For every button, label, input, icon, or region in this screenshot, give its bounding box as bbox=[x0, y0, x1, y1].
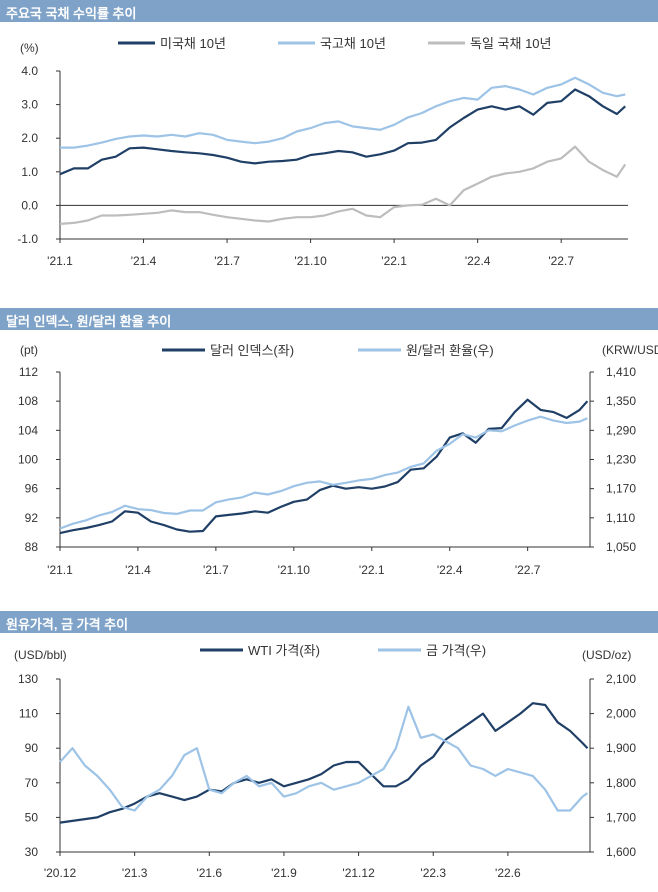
x-tick-label: '21.3 bbox=[122, 866, 148, 880]
legend-label: 원/달러 환율(우) bbox=[406, 343, 494, 358]
y-tick-label: 30 bbox=[25, 845, 39, 859]
series-line bbox=[59, 705, 589, 812]
y-axis-unit-left: (USD/bbl) bbox=[14, 648, 67, 662]
y-tick-label: 4.0 bbox=[21, 64, 38, 78]
chart-panel-dollar-index: 달러 인덱스, 원/달러 환율 추이 88 92 96 100 104 108 112 1,0… bbox=[0, 308, 658, 592]
x-tick-label: '22.7 bbox=[515, 563, 541, 577]
y-tick-label-right: 1,050 bbox=[606, 540, 636, 554]
legend-label: WTI 가격(좌) bbox=[248, 643, 320, 658]
y-tick-label: 110 bbox=[19, 707, 38, 721]
y-tick-label-right: 1,410 bbox=[606, 365, 636, 379]
x-tick-label: '22.7 bbox=[548, 254, 574, 268]
y-tick-label-right: 2,100 bbox=[606, 672, 636, 686]
y-tick-label: 100 bbox=[18, 453, 38, 467]
series-line bbox=[59, 88, 626, 176]
x-tick-label: '21.6 bbox=[196, 866, 222, 880]
series-line bbox=[59, 415, 588, 530]
y-tick-label-right: 1,170 bbox=[606, 482, 636, 496]
x-tick-label: '22.4 bbox=[437, 563, 463, 577]
y-tick-label: 112 bbox=[19, 365, 38, 379]
chart-banner: 주요국 국채 수익률 추이 bbox=[0, 0, 658, 22]
x-tick-label: '21.12 bbox=[342, 866, 375, 880]
x-tick-label: '21.10 bbox=[294, 254, 327, 268]
y-tick-label: 90 bbox=[25, 741, 39, 755]
oil-gold-chart: 30 50 70 90 110 130 1,600 1,700 1,800 1,900 2,000 2… bbox=[14, 643, 636, 880]
legend-label: 달러 인덱스(좌) bbox=[210, 343, 294, 358]
y-tick-label-right: 1,600 bbox=[606, 845, 636, 859]
series-line bbox=[60, 76, 626, 149]
legend-label: 독일 국채 10년 bbox=[470, 36, 551, 51]
chart-panel-oil-gold: 원유가격, 금 가격 추이 30 50 70 90 110 130 1,600 1,700 1,… bbox=[0, 611, 658, 892]
y-tick-label: 92 bbox=[25, 511, 39, 525]
y-axis-unit-right: (KRW/USD) bbox=[602, 343, 658, 357]
y-tick-label: 104 bbox=[18, 423, 38, 437]
y-tick-label: 1.0 bbox=[21, 165, 38, 179]
dollar-index-chart: 88 92 96 100 104 108 112 1,050 1,110 1,170 1,230 1,… bbox=[18, 343, 658, 577]
legend-label: 국고채 10년 bbox=[320, 36, 386, 51]
y-axis-unit-left: (pt) bbox=[20, 343, 38, 357]
x-tick-label: '21.7 bbox=[203, 563, 229, 577]
x-tick-label: '21.1 bbox=[47, 563, 73, 577]
y-tick-label: 96 bbox=[25, 482, 39, 496]
x-tick-label: '22.1 bbox=[359, 563, 385, 577]
y-tick-label-right: 1,900 bbox=[606, 741, 636, 755]
chart-panel-bond-yields: 주요국 국채 수익률 추이 -1.0 0.0 1.0 2.0 3.0 4.0 '21.1 '2… bbox=[0, 0, 658, 282]
x-tick-label: '21.1 bbox=[47, 254, 73, 268]
y-tick-label-right: 1,230 bbox=[606, 453, 636, 467]
legend-label: 미국채 10년 bbox=[160, 36, 226, 51]
y-tick-label-right: 1,800 bbox=[606, 776, 636, 790]
y-tick-label: 88 bbox=[25, 540, 39, 554]
legend-label: 금 가격(우) bbox=[426, 643, 486, 658]
y-tick-label: 50 bbox=[25, 810, 39, 824]
x-tick-label: '22.6 bbox=[495, 866, 521, 880]
x-tick-label: '21.9 bbox=[271, 866, 297, 880]
y-tick-label: 130 bbox=[18, 672, 38, 686]
y-tick-label-right: 1,110 bbox=[606, 511, 635, 525]
bond-yield-chart: -1.0 0.0 1.0 2.0 3.0 4.0 '21.1 '21.4 '21.7 '21.10… bbox=[17, 36, 628, 268]
y-tick-label-right: 1,700 bbox=[606, 810, 636, 824]
x-tick-label: '21.10 bbox=[278, 563, 311, 577]
x-tick-label: '22.3 bbox=[420, 866, 446, 880]
y-tick-label: -1.0 bbox=[17, 232, 38, 246]
y-tick-label: 3.0 bbox=[21, 98, 38, 112]
y-axis-unit-right: (USD/oz) bbox=[582, 648, 631, 662]
y-tick-label-right: 1,350 bbox=[606, 394, 636, 408]
series-line bbox=[59, 398, 589, 535]
y-tick-label: 0.0 bbox=[21, 198, 38, 212]
x-tick-label: '22.1 bbox=[381, 254, 407, 268]
x-tick-label: '20.12 bbox=[44, 866, 77, 880]
chart-banner: 원유가격, 금 가격 추이 bbox=[0, 611, 658, 633]
chart-banner: 달러 인덱스, 원/달러 환율 추이 bbox=[0, 308, 658, 330]
y-tick-label: 108 bbox=[18, 394, 38, 408]
y-tick-label: 70 bbox=[25, 776, 39, 790]
y-tick-label-right: 2,000 bbox=[606, 707, 636, 721]
chart-title: 달러 인덱스, 원/달러 환율 추이 bbox=[6, 314, 172, 329]
chart-title: 원유가격, 금 가격 추이 bbox=[6, 617, 129, 632]
x-tick-label: '21.4 bbox=[131, 254, 157, 268]
x-tick-label: '22.4 bbox=[465, 254, 491, 268]
y-tick-label: 2.0 bbox=[21, 131, 38, 145]
x-tick-label: '21.4 bbox=[125, 563, 151, 577]
x-tick-label: '21.7 bbox=[214, 254, 240, 268]
chart-title: 주요국 국채 수익률 추이 bbox=[6, 6, 137, 21]
y-tick-label-right: 1,290 bbox=[606, 423, 636, 437]
series-line bbox=[59, 145, 627, 225]
y-axis-unit-left: (%) bbox=[20, 41, 39, 55]
